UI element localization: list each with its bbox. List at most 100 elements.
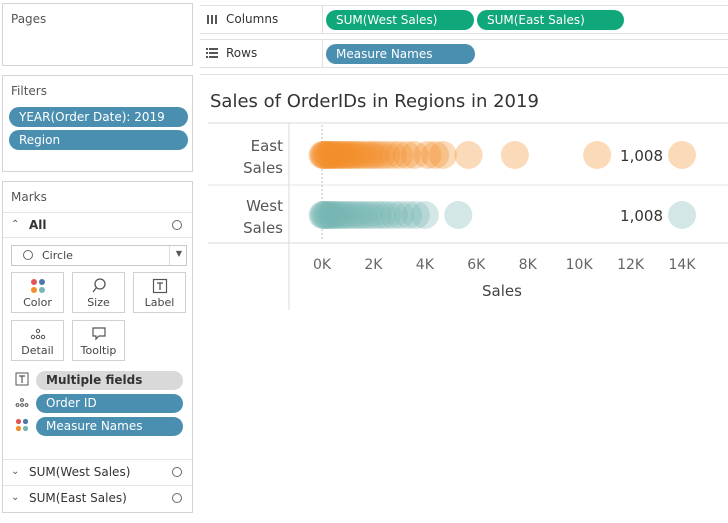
marks-all-row[interactable]: ⌃ All	[3, 212, 192, 238]
data-point	[444, 201, 473, 229]
data-point	[413, 141, 442, 169]
text-label-icon	[152, 278, 167, 294]
data-point	[330, 201, 359, 229]
columns-label: Columns	[226, 12, 279, 26]
dropdown-divider	[169, 246, 170, 265]
multiple-fields-pill[interactable]: Multiple fields	[36, 371, 183, 390]
data-point	[400, 141, 429, 169]
data-point	[346, 141, 375, 169]
data-point	[321, 141, 350, 169]
label-label: Label	[144, 296, 175, 309]
data-point	[367, 141, 396, 169]
columns-shelf[interactable]: Columns SUM(West Sales) SUM(East Sales)	[200, 5, 728, 34]
label-button[interactable]: Label	[133, 272, 186, 313]
x-tick-label: 2K	[364, 257, 383, 273]
filter-pill-year[interactable]: YEAR(Order Date): 2019	[9, 107, 188, 127]
data-point	[500, 141, 529, 169]
columns-icon	[207, 15, 217, 24]
detail-label: Detail	[21, 344, 54, 357]
tooltip-button[interactable]: Tooltip	[72, 320, 125, 361]
data-point	[316, 141, 345, 169]
data-point	[380, 201, 408, 229]
data-point	[349, 201, 378, 229]
data-point	[315, 201, 344, 229]
data-point	[337, 201, 366, 229]
chevron-down-icon[interactable]: ⌄	[11, 492, 20, 503]
color-button[interactable]: Color	[11, 272, 64, 313]
data-point	[358, 141, 387, 169]
data-point	[311, 141, 340, 169]
data-point	[325, 141, 354, 169]
measure-names-pill[interactable]: Measure Names	[36, 417, 183, 436]
data-point	[313, 141, 342, 169]
data-point	[353, 201, 382, 229]
marks-row-east-sales[interactable]: ⌄ SUM(East Sales)	[3, 485, 192, 511]
circle-icon	[23, 250, 33, 260]
chevron-down-icon[interactable]: ⌄	[11, 466, 20, 477]
marks-all-label: All	[29, 218, 47, 232]
data-point	[363, 201, 392, 229]
marks-row-west-sales[interactable]: ⌄ SUM(West Sales)	[3, 459, 192, 485]
detail-button[interactable]: Detail	[11, 320, 64, 361]
data-point	[410, 201, 439, 229]
rows-pill-measure-names[interactable]: Measure Names	[326, 44, 475, 64]
order-id-pill[interactable]: Order ID	[36, 394, 183, 413]
data-point	[350, 141, 379, 169]
data-point	[335, 141, 363, 169]
data-point	[312, 201, 341, 229]
tooltip-label: Tooltip	[80, 344, 117, 357]
circle-mark-icon	[172, 220, 182, 230]
x-tick-label: 8K	[519, 257, 538, 273]
data-point	[319, 141, 348, 169]
filters-title: Filters	[11, 84, 47, 98]
chevron-up-icon[interactable]: ⌃	[11, 219, 20, 230]
data-point	[401, 201, 430, 229]
pages-card[interactable]: Pages	[2, 3, 193, 66]
detail-dots-icon	[15, 398, 29, 407]
filter-pill-region[interactable]: Region	[9, 130, 188, 150]
dropdown-arrow-icon[interactable]: ▼	[175, 249, 182, 258]
x-tick-label: 10K	[566, 257, 594, 273]
west-sales-marks-label: SUM(West Sales)	[29, 465, 131, 479]
row-header-label: Sales	[243, 219, 283, 237]
data-point	[319, 201, 348, 229]
data-point	[329, 141, 358, 169]
data-point	[394, 201, 423, 229]
data-point	[668, 201, 696, 229]
east-sales-marks-label: SUM(East Sales)	[29, 491, 127, 505]
data-point	[378, 141, 407, 169]
data-label: 1,008	[620, 147, 663, 165]
data-point	[322, 201, 351, 229]
data-point	[308, 201, 337, 229]
data-point	[340, 141, 369, 169]
data-point	[668, 141, 696, 169]
size-button[interactable]: Size	[72, 272, 125, 313]
filters-card[interactable]: Filters YEAR(Order Date): 2019 Region	[2, 75, 193, 172]
data-point	[310, 141, 339, 169]
columns-pill-east-sales[interactable]: SUM(East Sales)	[477, 10, 624, 30]
data-point	[324, 201, 353, 229]
size-label: Size	[87, 296, 110, 309]
row-header-label: West	[246, 197, 283, 215]
data-point	[358, 201, 387, 229]
rows-icon	[206, 48, 218, 58]
data-point	[428, 141, 457, 169]
rows-shelf[interactable]: Rows Measure Names	[200, 39, 728, 68]
data-point	[385, 141, 414, 169]
color-dots-icon	[15, 418, 29, 432]
data-point	[310, 201, 339, 229]
mark-type-dropdown[interactable]: Circle ▼	[11, 245, 187, 266]
data-label: 1,008	[620, 207, 663, 225]
x-tick-label: 0K	[313, 257, 332, 273]
data-point	[362, 141, 390, 169]
data-point	[309, 141, 338, 169]
columns-pill-west-sales[interactable]: SUM(West Sales)	[326, 10, 474, 30]
x-tick-label: 14K	[669, 257, 697, 273]
data-point	[583, 141, 612, 169]
rows-shelf-label: Rows	[200, 40, 323, 67]
data-point	[386, 201, 415, 229]
data-point	[317, 201, 346, 229]
data-point	[392, 141, 421, 169]
color-dots-icon	[30, 279, 45, 293]
scatter-chart[interactable]: East Sales West Sales 1,008 1,008 0K 2K 4K 6K 8K 10…	[200, 120, 728, 360]
